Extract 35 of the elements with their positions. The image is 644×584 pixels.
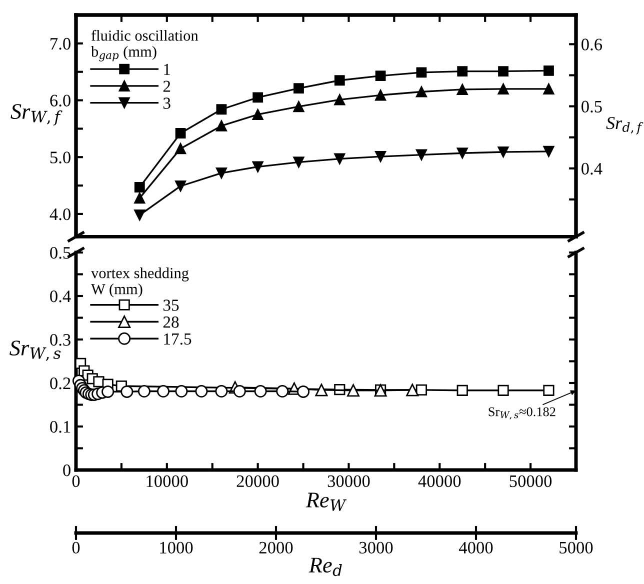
y-tick-label: 0.1 [50,420,70,433]
y-tick-label: 0 [63,464,70,476]
y2-tick-label: 0.4 [582,162,602,175]
y-tick-label: 6.0 [50,94,70,107]
y-tick-label: 5.0 [50,152,70,164]
y2-tick-label: 0.5 [582,100,602,113]
legend-label: 17.5 [164,333,192,345]
legend-label: 28 [163,316,179,328]
x2-tick-label: 1000 [160,542,193,554]
legend-title: fluidic oscillation b$_{gap}$ (mm) [91,30,198,62]
x-tick-label: 0 [72,475,80,488]
legend-title: vortex shedding W (mm) [91,268,189,298]
y-tick-label: 0.2 [50,377,70,390]
x2-tick-label: 5000 [560,542,593,554]
y-tick-label: 0.4 [50,290,71,302]
x-tick-label: 50000 [510,475,552,488]
legend-label: 2 [163,80,170,92]
y-tick-label: 4.0 [50,208,70,220]
x-axis-title: Re$_{W}$ [306,492,347,511]
x-tick-label: 10000 [146,475,188,488]
x-tick-label: 30000 [328,475,370,488]
annotation: Sr$_{W,s}$≈0.182 [488,407,556,420]
x2-tick-label: 3000 [359,542,393,554]
legend-label: 1 [164,64,170,75]
y2-tick-label: 0.6 [582,38,602,50]
x2-tick-label: 4000 [458,542,493,554]
y2-axis-title: Sr$_{d,f}$ [606,117,644,134]
x-tick-label: 20000 [236,475,279,488]
x2-tick-label: 0 [72,542,80,554]
legend-label: 3 [163,98,170,109]
x2-tick-label: 2000 [259,542,293,554]
x2-axis-title: Re$_{d}$ [308,558,342,576]
legend-label: 35 [163,300,179,311]
x-tick-label: 40000 [418,475,461,488]
y-tick-label: 7.0 [50,38,70,50]
